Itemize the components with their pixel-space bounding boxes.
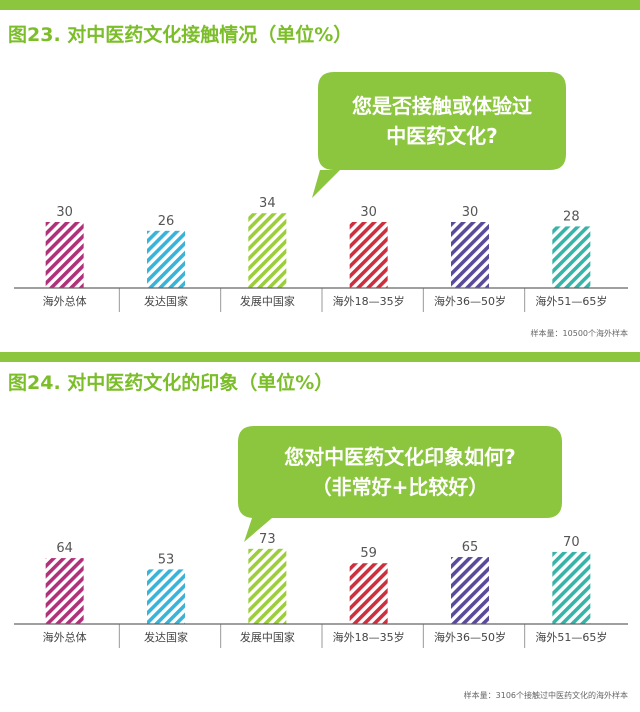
value-label: 30 (462, 205, 479, 220)
category-label: 海外总体 (43, 630, 87, 644)
category-label: 海外36—50岁 (434, 630, 506, 644)
bar (45, 222, 84, 288)
category-label: 海外18—35岁 (333, 294, 405, 308)
chart-panel-24: 图24. 对中医药文化的印象（单位%） 您对中医药文化印象如何? （非常好+比较好… (0, 352, 640, 712)
question-line-1: 您是否接触或体验过 (352, 94, 532, 118)
speech-bubble (238, 426, 562, 542)
bar (349, 222, 388, 288)
value-label: 26 (158, 214, 175, 229)
speech-bubble (312, 72, 566, 198)
top-accent-bar (0, 0, 640, 10)
category-label: 发展中国家 (240, 294, 295, 308)
value-label: 28 (563, 209, 580, 224)
value-label: 30 (360, 205, 377, 220)
chart-panel-23: 图23. 对中医药文化接触情况（单位%） 您是否接触或体验过 中医药文化? 30 海外… (0, 0, 640, 350)
value-label: 70 (563, 535, 580, 550)
bar (248, 548, 287, 624)
question-line-1: 您对中医药文化印象如何? (284, 445, 516, 469)
category-label: 发达国家 (144, 630, 188, 644)
category-label: 海外总体 (43, 294, 87, 308)
question-line-2: （非常好+比较好） (312, 475, 489, 499)
bar (552, 551, 591, 624)
sample-size-note: 样本量：10500个海外样本 (530, 329, 628, 338)
value-label: 73 (259, 532, 276, 547)
category-label: 发达国家 (144, 294, 188, 308)
bar (451, 557, 489, 624)
bar (349, 563, 388, 624)
value-label: 64 (56, 541, 73, 556)
category-label: 海外51—65岁 (535, 294, 607, 308)
top-accent-bar (0, 352, 640, 362)
bar (147, 230, 185, 288)
bar (248, 213, 287, 288)
bar (147, 569, 185, 624)
bar (552, 226, 591, 288)
bar-chart-24: 您对中医药文化印象如何? （非常好+比较好） 64 海外总体 53 发达国家 73 发展中国家… (14, 426, 628, 648)
category-label: 海外18—35岁 (333, 630, 405, 644)
value-label: 30 (56, 205, 73, 220)
value-label: 59 (360, 546, 377, 561)
chart-title: 图23. 对中医药文化接触情况（单位%） (8, 24, 353, 46)
sample-size-note: 样本量：3106个接触过中医药文化的海外样本 (463, 691, 628, 700)
value-label: 34 (259, 196, 276, 211)
bar (45, 558, 84, 624)
category-label: 海外51—65岁 (535, 630, 607, 644)
question-line-2: 中医药文化? (386, 124, 498, 148)
category-label: 发展中国家 (240, 630, 295, 644)
value-label: 53 (158, 552, 175, 567)
value-label: 65 (462, 540, 479, 555)
chart-title: 图24. 对中医药文化的印象（单位%） (8, 372, 334, 394)
category-label: 海外36—50岁 (434, 294, 506, 308)
bar (451, 222, 489, 288)
